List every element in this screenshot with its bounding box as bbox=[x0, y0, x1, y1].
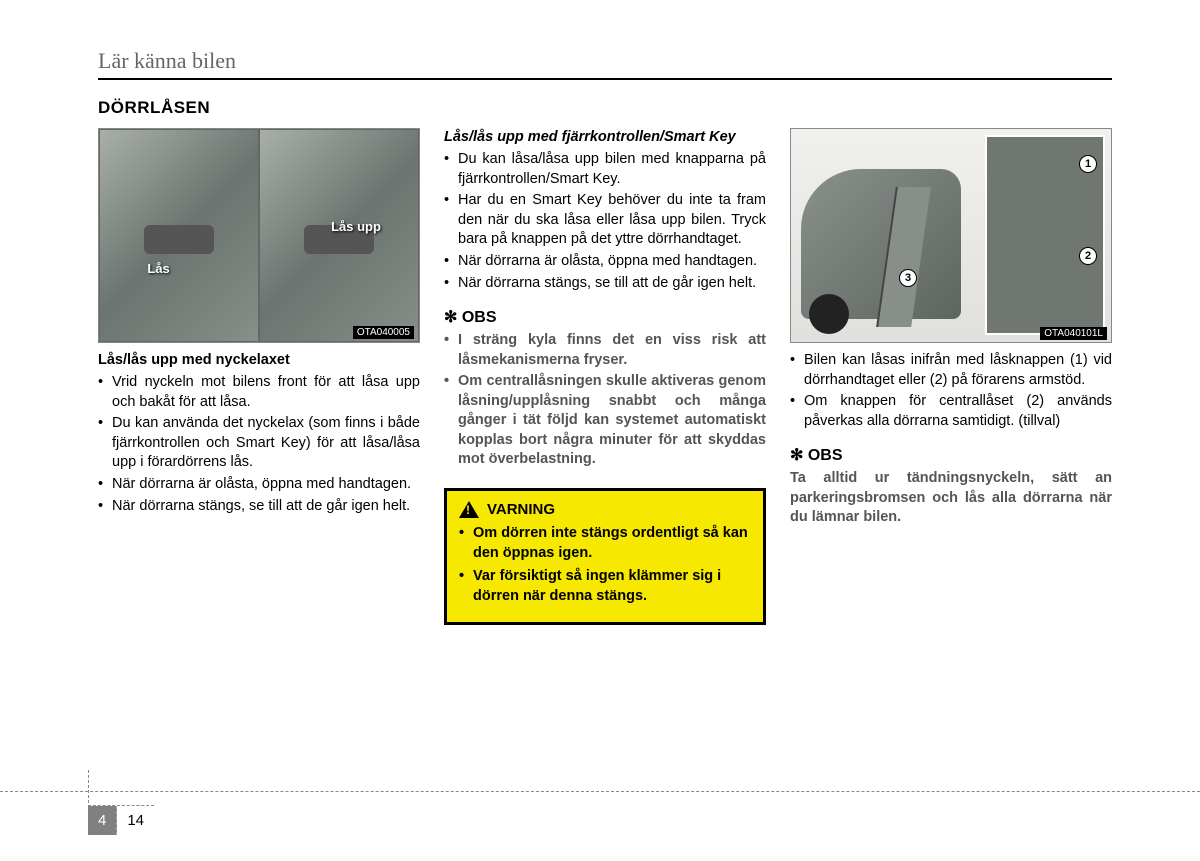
col2-bullets: Du kan låsa/låsa upp bilen med knapparna… bbox=[444, 150, 766, 293]
figure-half-unlock: Lås upp OTA040005 bbox=[259, 129, 419, 342]
bullet-item: Om knappen för centrallåset (2) används … bbox=[790, 392, 1112, 431]
bullet-item: När dörrarna stängs, se till att de går … bbox=[444, 274, 766, 294]
unlock-label: Lås upp bbox=[331, 219, 381, 234]
obs-heading: ✻ OBS bbox=[790, 445, 1112, 465]
col1-subtitle: Lås/lås upp med nyckelaxet bbox=[98, 351, 420, 369]
marker-1: 1 bbox=[1079, 155, 1097, 173]
bullet-item: Du kan låsa/låsa upp bilen med knapparna… bbox=[444, 150, 766, 189]
col2-obs-bullets: I sträng kyla finns det en viss risk att… bbox=[444, 331, 766, 470]
col1-bullets: Vrid nyckeln mot bilens front för att lå… bbox=[98, 373, 420, 516]
figure-code: OTA040005 bbox=[353, 326, 414, 339]
figure-door-interior: 3 1 2 OTA040101L bbox=[790, 128, 1112, 343]
warning-triangle-icon bbox=[459, 501, 479, 518]
marker-2: 2 bbox=[1079, 247, 1097, 265]
bullet-item: Vrid nyckeln mot bilens front för att lå… bbox=[98, 373, 420, 412]
figure-key-lock: Lås Lås upp OTA040005 bbox=[98, 128, 420, 343]
lock-label: Lås bbox=[147, 261, 169, 276]
warning-title-text: VARNING bbox=[487, 501, 555, 518]
figure-code: OTA040101L bbox=[1040, 327, 1107, 340]
title-rule bbox=[98, 78, 1112, 80]
bullet-item: Var försiktigt så ingen klämmer sig i dö… bbox=[459, 567, 751, 606]
obs-heading: ✻ OBS bbox=[444, 307, 766, 327]
col3-bullets: Bilen kan låsas inifrån med låsknappen (… bbox=[790, 351, 1112, 431]
warning-box: VARNING Om dörren inte stängs ordentligt… bbox=[444, 488, 766, 625]
manual-page: Lär känna bilen DÖRRLÅSEN Lås Lås upp OT… bbox=[0, 0, 1200, 645]
chapter-number: 4 bbox=[88, 806, 117, 835]
warning-bullets: Om dörren inte stängs ordentligt så kan … bbox=[459, 524, 751, 606]
bullet-item: Har du en Smart Key behöver du inte ta f… bbox=[444, 191, 766, 250]
page-number: 14 bbox=[117, 806, 154, 835]
col3-obs-para: Ta alltid ur tändningsnyckeln, sätt an p… bbox=[790, 469, 1112, 528]
figure-half-lock: Lås bbox=[99, 129, 259, 342]
door-handle-shape bbox=[144, 225, 214, 255]
column-3: 3 1 2 OTA040101L Bilen kan låsas inifrån… bbox=[790, 128, 1112, 625]
wheel-shape bbox=[809, 294, 849, 334]
bullet-item: När dörrarna är olåsta, öppna med handta… bbox=[98, 475, 420, 495]
bullet-item: Du kan använda det nyckelax (som finns i… bbox=[98, 414, 420, 473]
marker-3: 3 bbox=[899, 269, 917, 287]
column-2: Lås/lås upp med fjärrkontrollen/Smart Ke… bbox=[444, 128, 766, 625]
bullet-item: Om centrallåsningen skulle aktiveras gen… bbox=[444, 372, 766, 470]
figure-inset: 1 2 bbox=[985, 135, 1105, 335]
chapter-title: Lär känna bilen bbox=[98, 48, 1112, 74]
bullet-item: När dörrarna är olåsta, öppna med handta… bbox=[444, 252, 766, 272]
bullet-item: Bilen kan låsas inifrån med låsknappen (… bbox=[790, 351, 1112, 390]
bullet-item: När dörrarna stängs, se till att de går … bbox=[98, 497, 420, 517]
bullet-item: Om dörren inte stängs ordentligt så kan … bbox=[459, 524, 751, 563]
warning-title-row: VARNING bbox=[459, 501, 751, 518]
content-columns: Lås Lås upp OTA040005 Lås/lås upp med ny… bbox=[98, 128, 1112, 625]
section-title: DÖRRLÅSEN bbox=[98, 98, 1112, 118]
page-number-tab: 4 14 bbox=[88, 805, 154, 835]
col2-subtitle: Lås/lås upp med fjärrkontrollen/Smart Ke… bbox=[444, 128, 766, 146]
column-1: Lås Lås upp OTA040005 Lås/lås upp med ny… bbox=[98, 128, 420, 625]
bullet-item: I sträng kyla finns det en viss risk att… bbox=[444, 331, 766, 370]
page-footer: 4 14 bbox=[0, 791, 1200, 833]
